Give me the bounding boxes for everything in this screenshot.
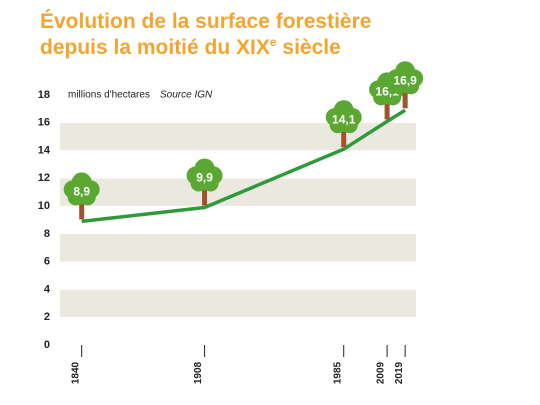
value-label: 16,9 [393,73,417,87]
grid-band [60,233,416,262]
y-tick-label: 16 [38,117,50,129]
tree-marker: 9,9 [186,158,223,206]
data-line [81,108,407,224]
title-part: siècle [277,36,341,59]
x-tick-label: 1985 [332,361,343,384]
title-part: depuis la moitié du XIX [40,36,270,59]
value-label: 8,9 [73,185,90,199]
value-label: 9,9 [196,171,213,185]
tree-trunk [341,131,347,148]
x-tick-label: 2009 [376,361,387,384]
y-tick-label: 12 [38,172,50,184]
title-superscript: e [270,35,277,49]
value-label: 14,1 [332,112,356,126]
grid-band [60,289,416,318]
tree-trunk [384,103,390,120]
chart-title: depuis la moitié du XIXe siècle [40,35,341,59]
y-tick-label: 10 [38,200,50,212]
tree-marker: 8,9 [63,172,100,220]
y-tick-label: 4 [44,283,51,295]
x-tick-label: 1840 [70,361,81,384]
tree-crown [332,110,355,133]
y-tick-label: 2 [44,311,50,323]
y-tick-label: 0 [44,339,50,351]
tree-crown [394,71,417,94]
tree-marker: 16,9 [387,61,424,109]
y-tick-label: 6 [44,256,50,268]
y-tick-label: 14 [38,144,51,156]
tree-crown [193,168,216,191]
source-note: Source IGN [160,90,213,101]
x-tick-label: 1908 [193,361,204,384]
y-tick-label: 8 [44,228,50,240]
tree-trunk [402,92,408,109]
tree-crown [70,182,93,205]
chart-title: Évolution de la surface forestière [40,10,371,33]
tree-trunk [79,203,85,220]
y-axis-label: millions d'hectares [68,90,150,101]
y-tick-label: 18 [38,89,50,101]
x-tick-label: 2019 [394,361,405,384]
tree-marker: 14,1 [325,100,362,148]
tree-trunk [202,189,208,206]
